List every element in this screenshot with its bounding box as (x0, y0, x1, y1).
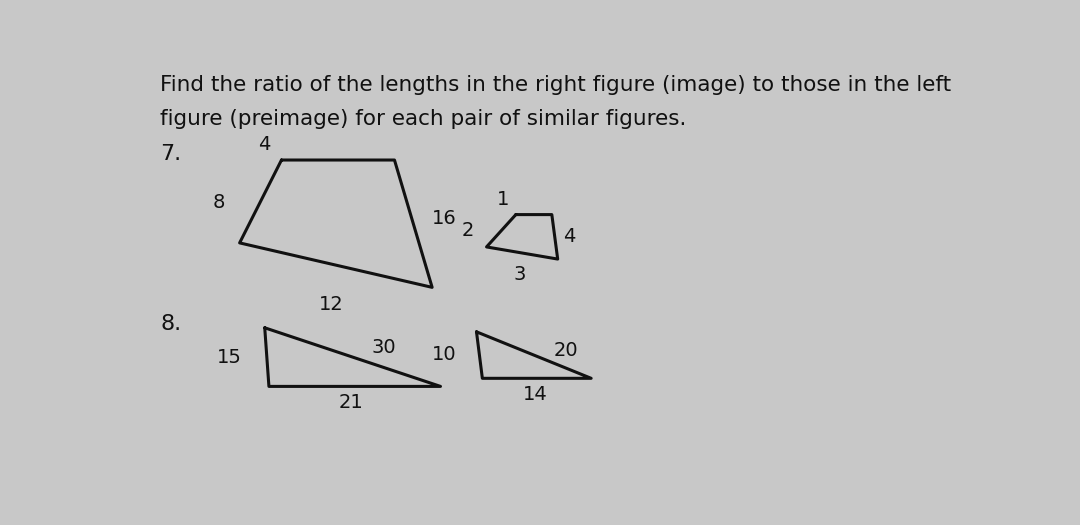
Text: 7.: 7. (160, 144, 181, 164)
Text: 10: 10 (432, 345, 457, 364)
Text: 14: 14 (523, 385, 548, 404)
Text: 8: 8 (213, 193, 226, 212)
Text: 20: 20 (554, 341, 578, 360)
Text: 16: 16 (432, 209, 457, 228)
Text: 15: 15 (217, 348, 242, 367)
Text: 1: 1 (497, 191, 509, 209)
Text: 30: 30 (372, 339, 395, 358)
Text: 21: 21 (338, 393, 363, 412)
Text: 2: 2 (461, 221, 474, 240)
Text: 4: 4 (258, 135, 271, 154)
Text: figure (preimage) for each pair of similar figures.: figure (preimage) for each pair of simil… (160, 110, 687, 130)
Text: 3: 3 (514, 265, 526, 284)
Text: 12: 12 (320, 296, 345, 314)
Text: 4: 4 (564, 226, 576, 246)
Text: Find the ratio of the lengths in the right figure (image) to those in the left: Find the ratio of the lengths in the rig… (160, 75, 951, 95)
Text: 8.: 8. (160, 313, 181, 333)
